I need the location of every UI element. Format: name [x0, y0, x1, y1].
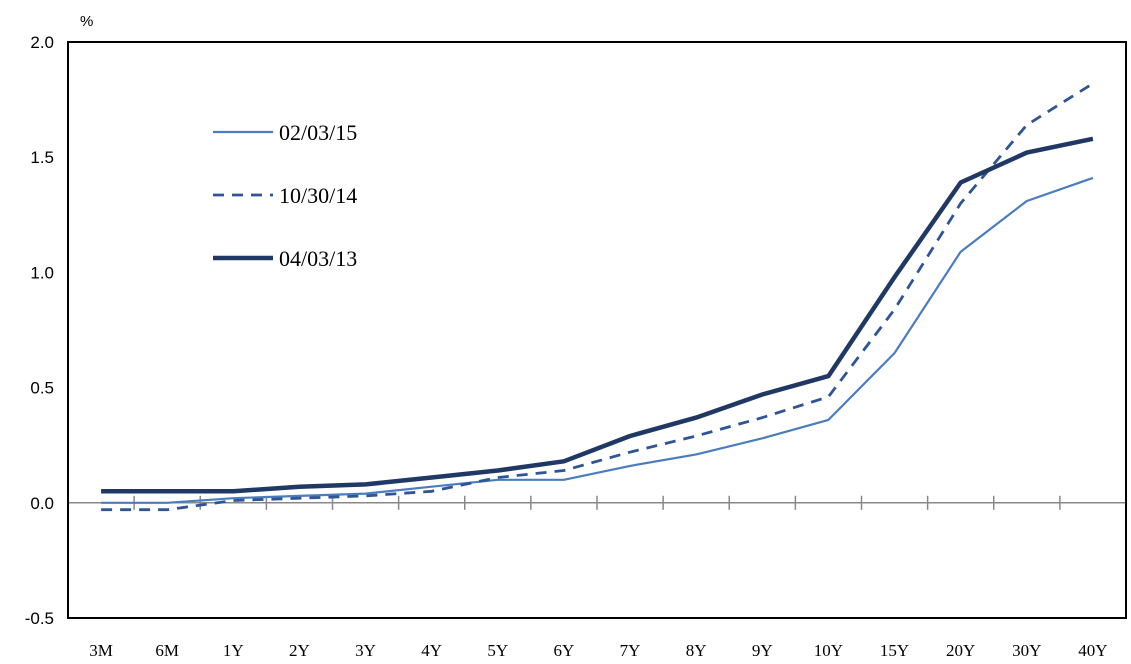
x-tick-label: 8Y — [686, 641, 707, 660]
x-tick-label: 30Y — [1012, 641, 1041, 660]
y-tick-label: 0.5 — [30, 379, 54, 398]
x-tick-label: 20Y — [946, 641, 975, 660]
y-tick-label: -0.5 — [25, 609, 54, 628]
x-tick-label: 2Y — [289, 641, 310, 660]
x-tick-label: 10Y — [814, 641, 843, 660]
x-tick-label: 6M — [155, 641, 179, 660]
y-tick-label: 0.0 — [30, 494, 54, 513]
x-tick-label: 1Y — [223, 641, 244, 660]
unit-label: % — [80, 13, 93, 30]
y-tick-label: 2.0 — [30, 33, 54, 52]
series-line-1 — [101, 82, 1094, 512]
x-tick-label: 6Y — [554, 641, 575, 660]
legend-label-1: 10/30/14 — [279, 183, 357, 208]
x-tick-label: 3M — [89, 641, 113, 660]
x-tick-label: 9Y — [752, 641, 773, 660]
legend: 02/03/15 10/30/14 04/03/13 — [213, 120, 357, 271]
series-line-0 — [101, 176, 1094, 504]
x-tick-label: 15Y — [880, 641, 909, 660]
y-axis: -0.5 0.0 0.5 1.0 1.5 2.0 — [25, 33, 54, 628]
x-axis: 3M 6M 1Y 2Y 3Y 4Y 5Y 6Y 7Y 8Y 9Y 10Y 15Y 20Y 30Y 40Y — [68, 495, 1126, 660]
y-tick-label: 1.5 — [30, 148, 54, 167]
series-line-2 — [101, 136, 1094, 494]
x-tick-label: 40Y — [1078, 641, 1107, 660]
legend-label-2: 04/03/13 — [279, 246, 357, 271]
x-tick-label: 5Y — [487, 641, 508, 660]
x-tick-label: 7Y — [620, 641, 641, 660]
series-layer — [101, 82, 1094, 512]
plot-frame — [67, 41, 1127, 619]
x-tick-label: 3Y — [355, 641, 376, 660]
x-tick-label: 4Y — [421, 641, 442, 660]
y-tick-label: 1.0 — [30, 263, 54, 282]
legend-label-0: 02/03/15 — [279, 120, 357, 145]
